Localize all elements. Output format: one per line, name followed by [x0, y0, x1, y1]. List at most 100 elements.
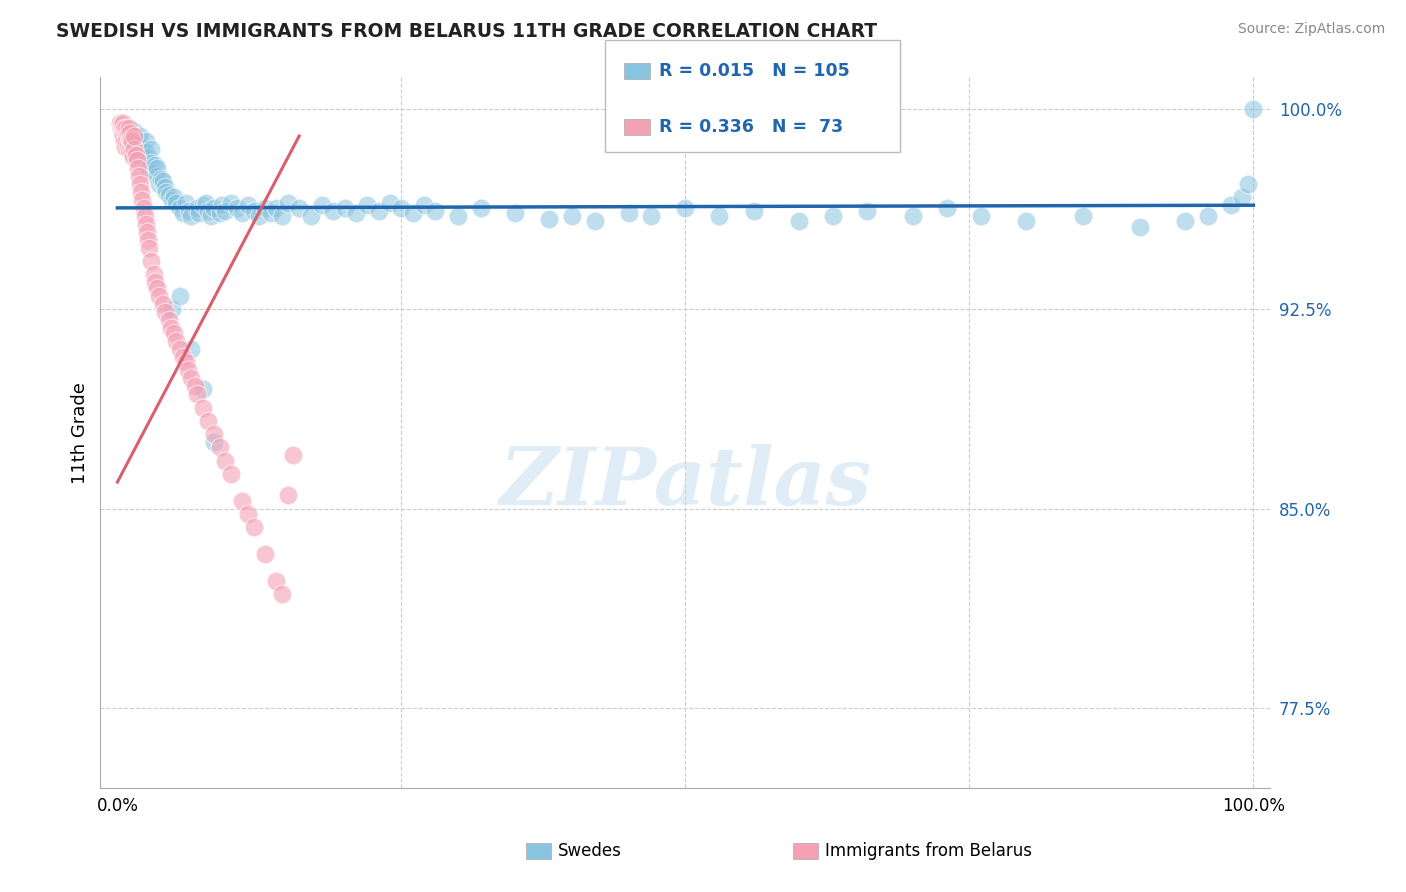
- Point: [115, 134, 138, 148]
- Point: [191, 382, 214, 396]
- Point: [242, 520, 264, 534]
- Point: [277, 488, 299, 502]
- Point: [447, 209, 470, 223]
- Point: [141, 155, 163, 169]
- Point: [138, 241, 160, 255]
- Point: [180, 371, 202, 385]
- Point: [115, 128, 138, 143]
- Point: [195, 195, 218, 210]
- Point: [124, 147, 146, 161]
- Point: [333, 201, 356, 215]
- Point: [121, 134, 143, 148]
- Point: [129, 185, 152, 199]
- Point: [120, 131, 142, 145]
- Point: [135, 217, 157, 231]
- Point: [142, 268, 165, 282]
- Point: [124, 128, 146, 143]
- Point: [125, 153, 148, 167]
- Point: [155, 185, 177, 199]
- Point: [160, 301, 183, 316]
- Point: [180, 209, 202, 223]
- Point: [266, 574, 288, 588]
- Point: [135, 134, 157, 148]
- Point: [132, 147, 155, 161]
- Text: R = 0.015   N = 105: R = 0.015 N = 105: [659, 62, 851, 80]
- Point: [288, 201, 311, 215]
- Point: [299, 209, 322, 223]
- Point: [141, 254, 163, 268]
- Point: [856, 203, 879, 218]
- Point: [115, 134, 138, 148]
- Point: [169, 342, 191, 356]
- Point: [1230, 190, 1253, 204]
- Point: [143, 158, 166, 172]
- Point: [124, 124, 146, 138]
- Point: [131, 193, 153, 207]
- Point: [159, 320, 181, 334]
- Point: [247, 209, 270, 223]
- Point: [709, 209, 731, 223]
- Point: [160, 193, 183, 207]
- Point: [112, 128, 135, 143]
- Point: [146, 169, 169, 183]
- Point: [131, 139, 153, 153]
- Point: [202, 435, 225, 450]
- Point: [260, 206, 283, 220]
- Point: [208, 206, 231, 220]
- Point: [617, 206, 640, 220]
- Point: [124, 145, 146, 159]
- Point: [197, 414, 219, 428]
- Point: [136, 225, 159, 239]
- Point: [225, 201, 247, 215]
- Point: [112, 121, 135, 136]
- Point: [197, 203, 219, 218]
- Point: [112, 116, 135, 130]
- Point: [200, 209, 222, 223]
- Point: [136, 155, 159, 169]
- Point: [538, 211, 561, 226]
- Point: [208, 441, 231, 455]
- Point: [118, 126, 141, 140]
- Point: [402, 206, 425, 220]
- Point: [1219, 198, 1241, 212]
- Point: [152, 296, 174, 310]
- Point: [425, 203, 447, 218]
- Point: [153, 179, 176, 194]
- Point: [191, 401, 214, 415]
- Point: [124, 139, 146, 153]
- Point: [787, 214, 810, 228]
- Point: [742, 203, 765, 218]
- Point: [236, 198, 259, 212]
- Point: [202, 201, 225, 215]
- Point: [561, 209, 583, 223]
- Point: [583, 214, 606, 228]
- Point: [219, 467, 242, 481]
- Point: [367, 203, 389, 218]
- Point: [135, 145, 157, 159]
- Point: [901, 209, 924, 223]
- Point: [1197, 209, 1219, 223]
- Point: [157, 187, 180, 202]
- Point: [120, 139, 142, 153]
- Point: [640, 209, 662, 223]
- Point: [186, 201, 208, 215]
- Point: [146, 161, 169, 175]
- Point: [152, 174, 174, 188]
- Point: [188, 206, 211, 220]
- Point: [157, 312, 180, 326]
- Point: [146, 281, 169, 295]
- Point: [177, 363, 200, 377]
- Point: [191, 198, 214, 212]
- Point: [1241, 103, 1264, 117]
- Point: [823, 209, 845, 223]
- Point: [112, 134, 135, 148]
- Point: [169, 201, 191, 215]
- Point: [118, 131, 141, 145]
- Point: [120, 142, 142, 156]
- Point: [127, 161, 149, 175]
- Point: [118, 142, 141, 156]
- Point: [111, 126, 134, 140]
- Point: [166, 195, 188, 210]
- Point: [242, 203, 264, 218]
- Point: [166, 334, 188, 348]
